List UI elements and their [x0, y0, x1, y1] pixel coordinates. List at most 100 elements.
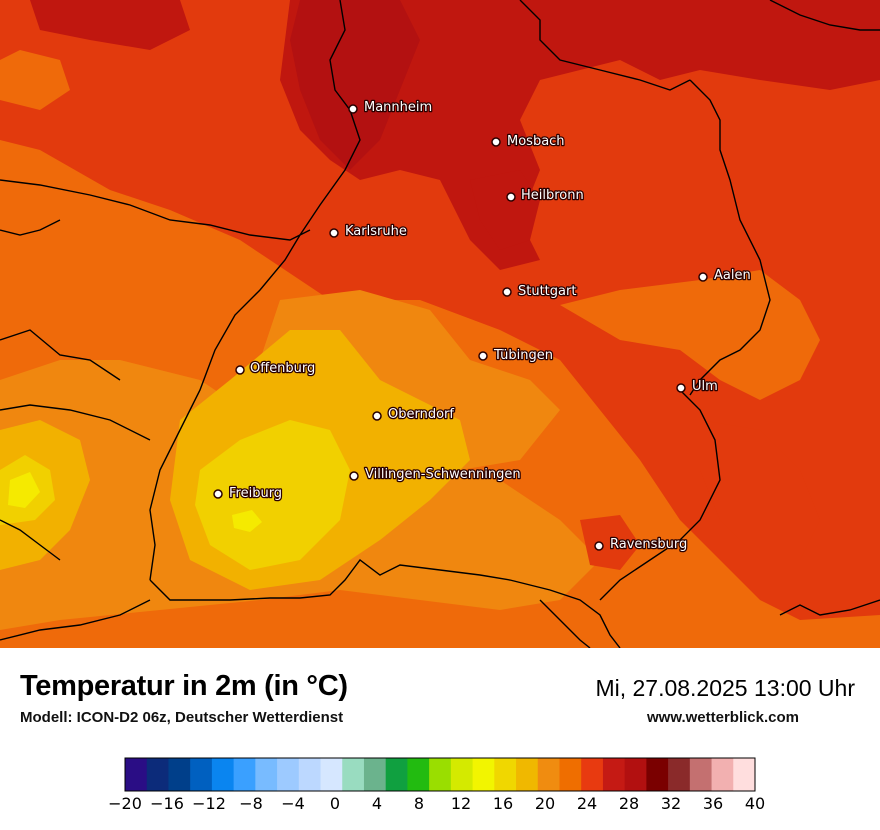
- legend-swatch: [363, 758, 387, 791]
- city-label: Offenburg: [250, 361, 315, 376]
- temperature-zone-bright-yellow: [8, 472, 40, 508]
- map-title: Temperatur in 2m (in °C): [20, 670, 348, 702]
- city-label: Karlsruhe: [345, 224, 407, 239]
- city-label: Villingen-Schwenningen: [365, 467, 521, 482]
- temperature-zone-yellow-core: [232, 510, 262, 532]
- legend-tick-label: 20: [535, 794, 555, 813]
- city-dot: [698, 272, 708, 282]
- temperature-zone-red-north: [280, 0, 880, 270]
- country-borders: [0, 0, 880, 648]
- city-dot: [372, 411, 382, 421]
- legend-swatch: [168, 758, 191, 791]
- temperature-zone-orange-north-edge: [0, 50, 70, 110]
- city-label: Heilbronn: [521, 188, 584, 203]
- legend-tick-label: 40: [745, 794, 765, 813]
- city-oberndorf[interactable]: Oberndorf: [372, 406, 456, 423]
- legend-swatch: [624, 758, 647, 791]
- legend-swatch: [233, 758, 256, 791]
- legend-swatch: [125, 758, 148, 791]
- legend-swatch: [190, 758, 213, 791]
- temperature-zone-red-mannheim: [290, 0, 420, 170]
- city-dot: [676, 383, 686, 393]
- legend-tick-label: 36: [703, 794, 723, 813]
- legend-swatch: [385, 758, 408, 791]
- city-aalen[interactable]: Aalen: [698, 267, 752, 284]
- city-dot: [348, 104, 358, 114]
- model-subtitle: Modell: ICON-D2 06z, Deutscher Wetterdie…: [20, 709, 344, 726]
- city-label: Mannheim: [364, 100, 432, 115]
- city-stuttgart[interactable]: Stuttgart: [502, 283, 578, 300]
- legend-tick-label: −4: [281, 794, 305, 813]
- temperature-zone-yellow: [195, 420, 350, 570]
- temperature-zone-red-ravensburg: [580, 515, 640, 570]
- legend-swatch: [668, 758, 691, 791]
- legend-tick-label: 32: [661, 794, 681, 813]
- legend-swatch: [298, 758, 322, 791]
- legend-swatch: [733, 758, 756, 791]
- legend-swatch: [559, 758, 582, 791]
- city-offenburg[interactable]: Offenburg: [235, 360, 317, 377]
- legend-swatch: [689, 758, 713, 791]
- city-label: Freiburg: [229, 486, 282, 501]
- legend-swatch: [342, 758, 365, 791]
- legend-swatch: [211, 758, 235, 791]
- color-legend: −20 −16 −12 −8 −4 0 4 8 12 16 20 24 28 32 36 40: [108, 757, 765, 813]
- city-dot: [506, 192, 516, 202]
- city-dot: [349, 471, 359, 481]
- city-label: Oberndorf: [388, 407, 454, 422]
- legend-tick-label: −8: [239, 794, 263, 813]
- city-label: Aalen: [714, 268, 751, 283]
- legend-tick-label: 16: [493, 794, 513, 813]
- legend-tick-label: 28: [619, 794, 639, 813]
- legend-swatch: [320, 758, 343, 791]
- city-label: Ulm: [692, 379, 718, 394]
- temperature-zone-red-northwest: [30, 0, 190, 50]
- city-label: Stuttgart: [518, 284, 576, 299]
- legend-frame: [124, 757, 756, 792]
- legend-swatch: [646, 758, 669, 791]
- city-dot: [502, 287, 512, 297]
- legend-swatch: [255, 758, 278, 791]
- legend-swatch: [472, 758, 495, 791]
- city-villingen-schwenningen[interactable]: Villingen-Schwenningen: [349, 466, 522, 483]
- legend-swatches: [125, 758, 756, 791]
- forecast-datetime: Mi, 27.08.2025 13:00 Uhr: [595, 675, 855, 701]
- temperature-map: Mannheim Mosbach Heilbronn Karlsruhe Aal…: [0, 0, 880, 648]
- city-tuebingen[interactable]: Tübingen: [478, 347, 554, 364]
- legend-tick-label: −20: [108, 794, 142, 813]
- temperature-zone-red-southeast: [700, 420, 820, 560]
- legend-swatch: [450, 758, 474, 791]
- city-freiburg[interactable]: Freiburg: [213, 485, 283, 502]
- legend-swatch: [146, 758, 169, 791]
- legend-tick-label: 8: [414, 794, 424, 813]
- city-heilbronn[interactable]: Heilbronn: [506, 187, 585, 204]
- city-dot: [213, 489, 223, 499]
- city-dot: [594, 541, 604, 551]
- city-dot: [491, 137, 501, 147]
- city-label: Tübingen: [493, 348, 553, 363]
- temperature-zone-red-heilbronn: [470, 170, 540, 250]
- legend-tick-label: −16: [150, 794, 184, 813]
- city-mosbach[interactable]: Mosbach: [491, 133, 566, 150]
- legend-tick-label: 0: [330, 794, 340, 813]
- legend-swatch: [602, 758, 626, 791]
- city-dot: [478, 351, 488, 361]
- website-link[interactable]: www.wetterblick.com: [647, 709, 799, 726]
- legend-ticks: −20 −16 −12 −8 −4 0 4 8 12 16 20 24 28 32 36 40: [108, 794, 765, 813]
- city-label: Ravensburg: [610, 537, 687, 552]
- legend-tick-label: 12: [451, 794, 471, 813]
- city-ravensburg[interactable]: Ravensburg: [594, 536, 689, 553]
- city-ulm[interactable]: Ulm: [676, 378, 719, 395]
- temperature-zone-orange-east: [560, 270, 820, 400]
- city-dot: [235, 365, 245, 375]
- legend-swatch: [277, 758, 300, 791]
- legend-tick-label: −12: [192, 794, 226, 813]
- legend-swatch: [494, 758, 517, 791]
- city-karlsruhe[interactable]: Karlsruhe: [329, 223, 408, 240]
- legend-swatch: [407, 758, 430, 791]
- legend-swatch: [581, 758, 604, 791]
- city-dot: [329, 228, 339, 238]
- legend-swatch: [711, 758, 734, 791]
- city-mannheim[interactable]: Mannheim: [348, 99, 433, 116]
- city-markers: Mannheim Mosbach Heilbronn Karlsruhe Aal…: [213, 99, 752, 553]
